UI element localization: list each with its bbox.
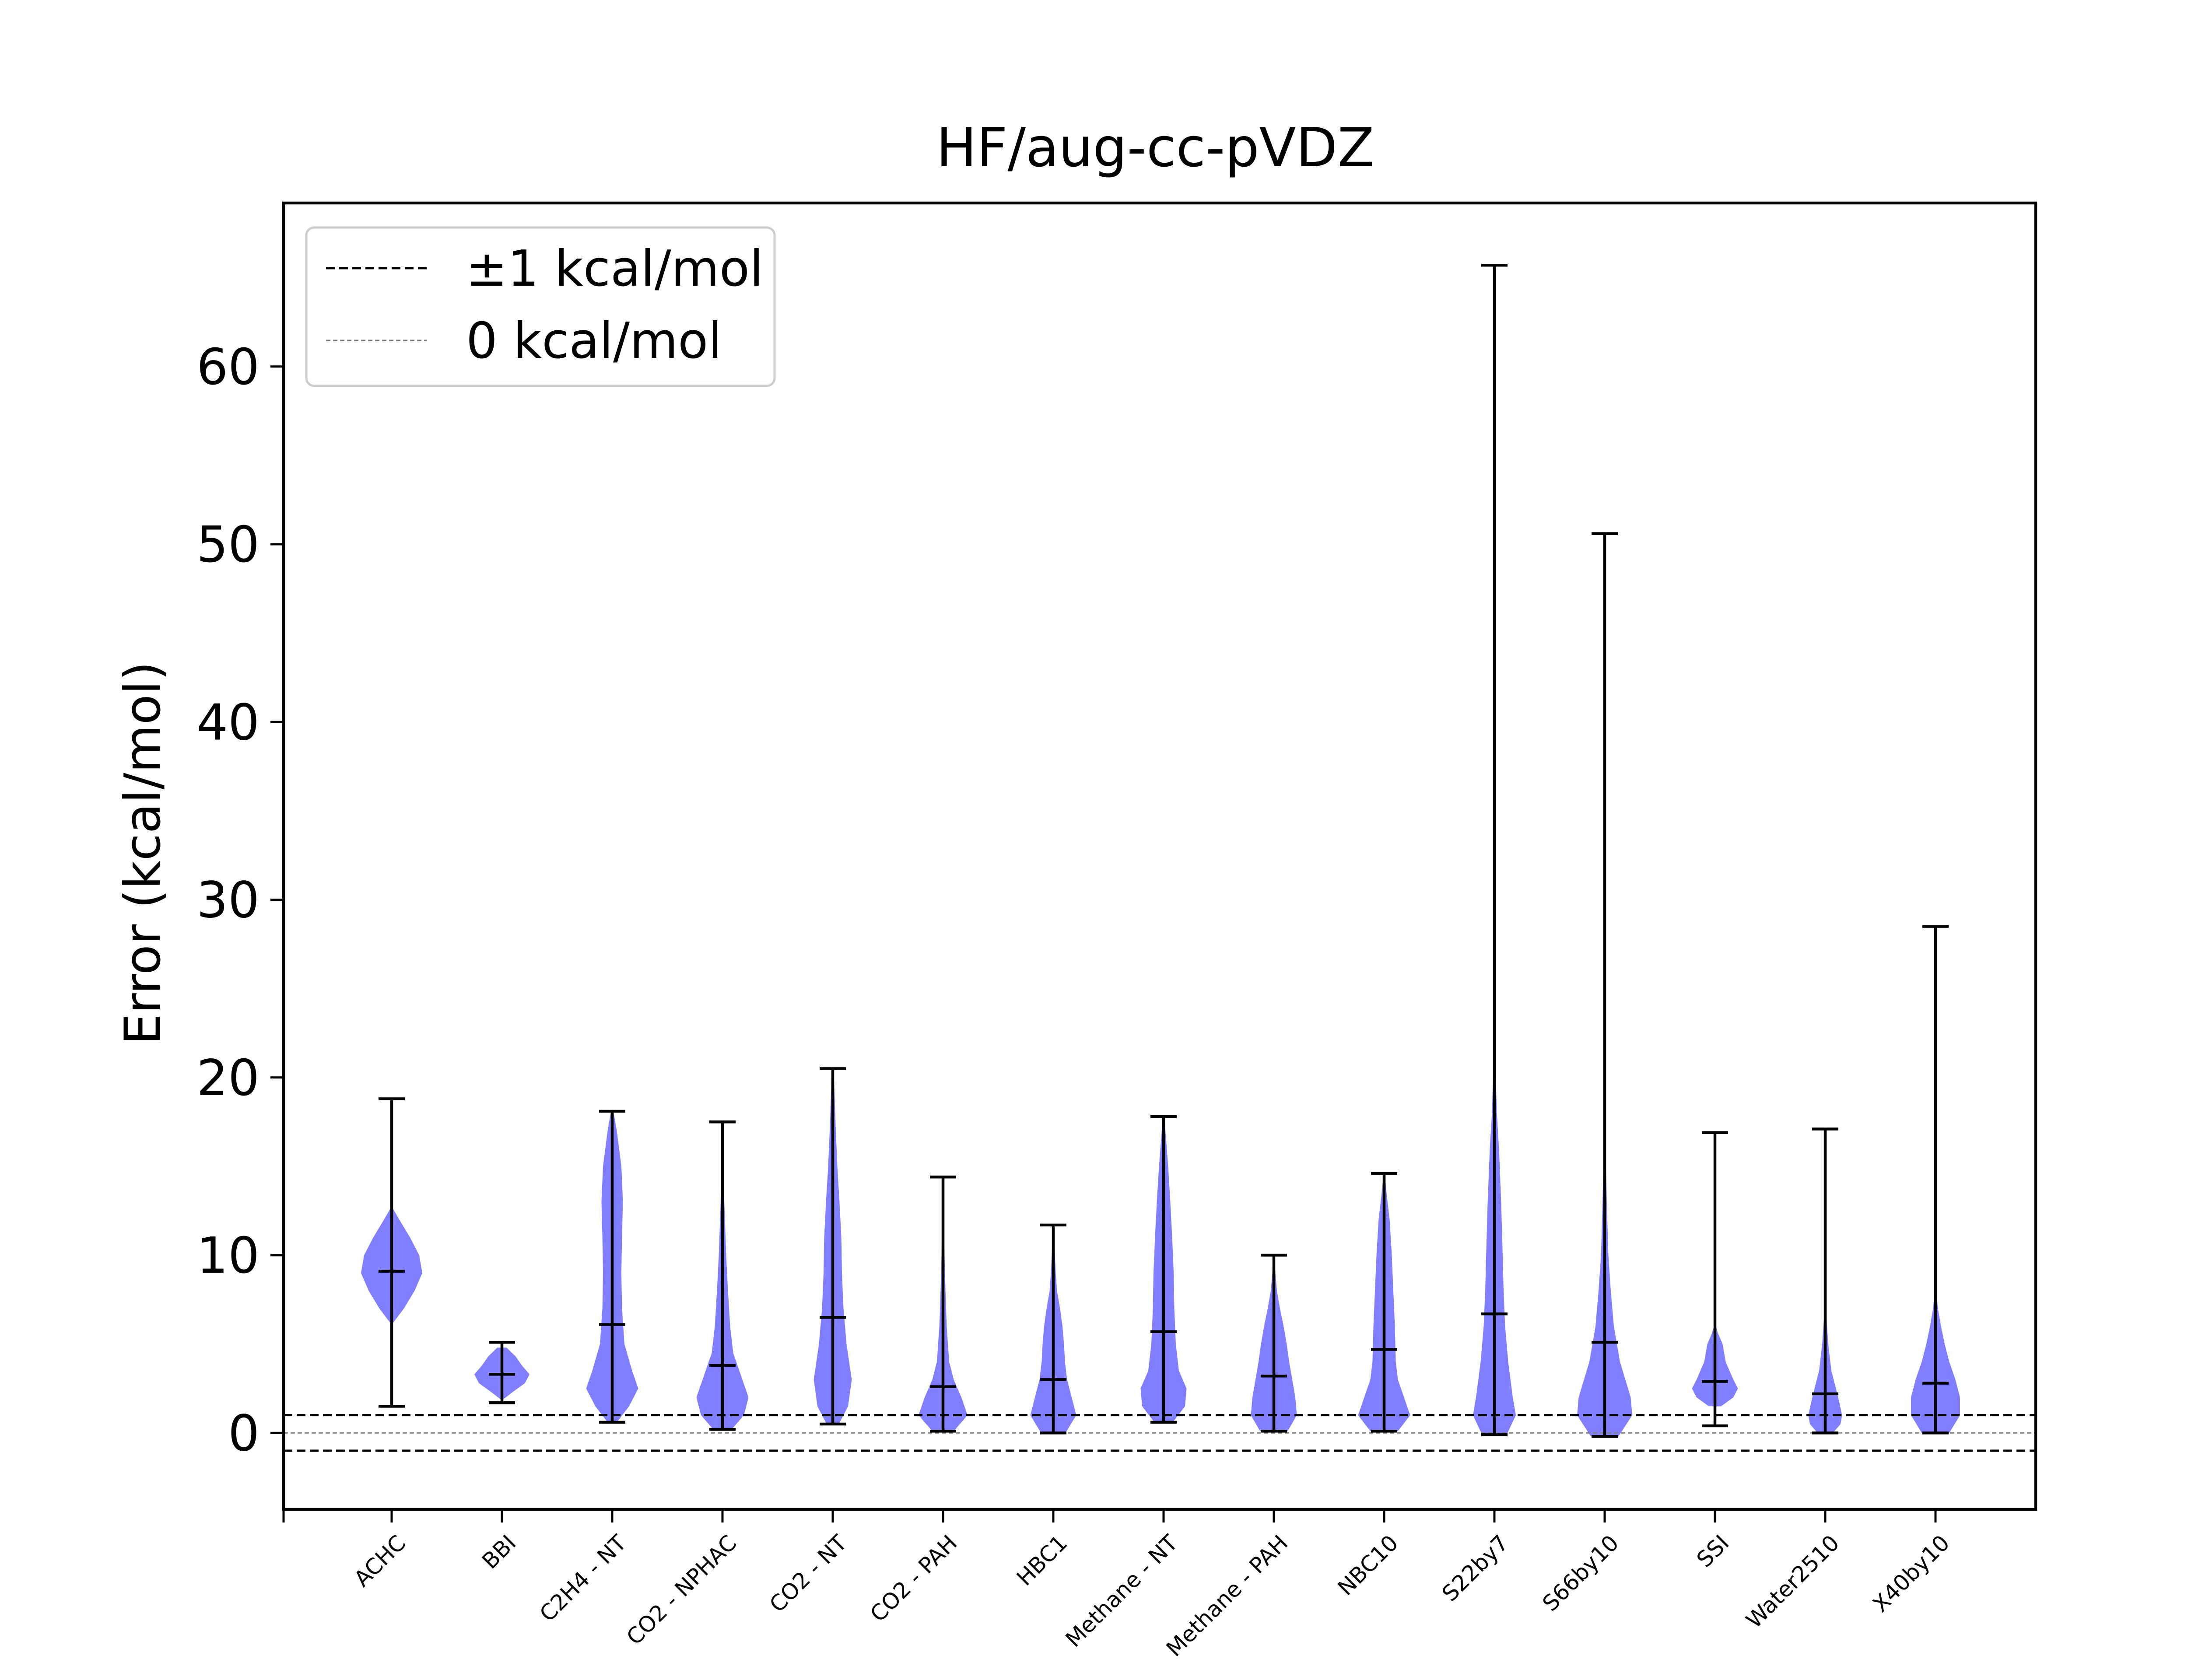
y-tick-label: 0 <box>228 1404 259 1462</box>
y-axis: 0 10 20 30 40 50 60 <box>196 338 284 1462</box>
y-tick-label: 30 <box>196 872 259 929</box>
y-axis-label: Error (kcal/mol) <box>114 662 172 1045</box>
errorbars-layer <box>379 263 1949 1438</box>
reference-lines <box>284 1414 2036 1452</box>
y-tick-label: 50 <box>196 516 259 574</box>
y-tick-label: 60 <box>196 338 259 396</box>
y-tick-label: 20 <box>196 1049 259 1107</box>
y-tick-label: 40 <box>196 693 259 751</box>
plot-frame <box>282 201 2037 1511</box>
legend-label-pm1: ±1 kcal/mol <box>466 240 763 298</box>
legend-label-zero: 0 kcal/mol <box>466 312 722 370</box>
y-tick-label: 10 <box>196 1227 259 1284</box>
chart-title: HF/aug-cc-pVDZ <box>936 117 1374 179</box>
legend: ±1 kcal/mol 0 kcal/mol <box>305 226 776 387</box>
